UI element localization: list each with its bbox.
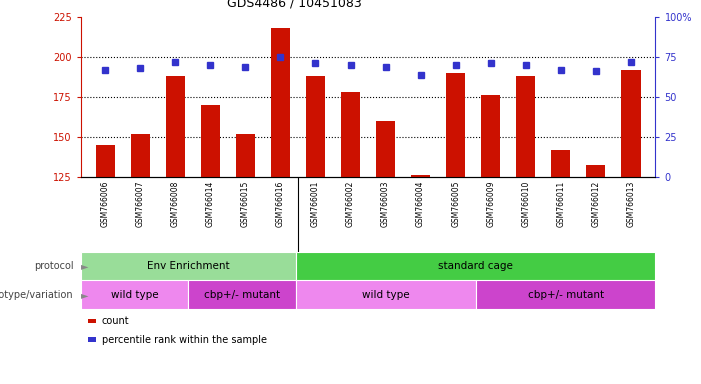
Text: GSM766007: GSM766007	[136, 180, 144, 227]
Text: count: count	[102, 316, 129, 326]
Text: percentile rank within the sample: percentile rank within the sample	[102, 334, 266, 344]
Bar	[306, 76, 325, 177]
Text: GSM766014: GSM766014	[206, 180, 215, 227]
Text: GSM766016: GSM766016	[276, 180, 285, 227]
Bar	[130, 134, 150, 177]
Bar	[586, 166, 606, 177]
Text: protocol: protocol	[34, 261, 74, 271]
Bar	[411, 175, 430, 177]
Text: cbp+/- mutant: cbp+/- mutant	[204, 290, 280, 300]
Text: ►: ►	[81, 290, 88, 300]
Text: GSM766010: GSM766010	[522, 180, 530, 227]
Bar	[376, 121, 395, 177]
Bar	[476, 280, 655, 309]
Text: Env Enrichment: Env Enrichment	[147, 261, 230, 271]
Text: standard cage: standard cage	[438, 261, 513, 271]
Text: GSM766012: GSM766012	[592, 180, 600, 227]
Text: GSM766015: GSM766015	[241, 180, 250, 227]
Text: genotype/variation: genotype/variation	[0, 290, 74, 300]
Bar	[516, 76, 536, 177]
Bar	[200, 105, 220, 177]
Bar	[95, 145, 115, 177]
Text: ►: ►	[81, 261, 88, 271]
Bar	[297, 252, 655, 280]
Bar	[236, 134, 255, 177]
Bar	[481, 95, 501, 177]
Bar	[81, 252, 297, 280]
Bar	[621, 70, 641, 177]
Text: cbp+/- mutant: cbp+/- mutant	[528, 290, 604, 300]
Bar	[189, 280, 297, 309]
Bar	[81, 280, 189, 309]
Text: GSM766005: GSM766005	[451, 180, 460, 227]
Text: wild type: wild type	[362, 290, 410, 300]
Bar	[446, 73, 465, 177]
Text: GSM766004: GSM766004	[416, 180, 425, 227]
Bar	[551, 149, 571, 177]
Text: GSM766003: GSM766003	[381, 180, 390, 227]
Text: GSM766009: GSM766009	[486, 180, 495, 227]
Text: GDS4486 / 10451083: GDS4486 / 10451083	[227, 0, 362, 10]
Bar	[341, 92, 360, 177]
Bar	[271, 28, 290, 177]
Text: GSM766008: GSM766008	[171, 180, 179, 227]
Bar	[297, 280, 476, 309]
Text: GSM766006: GSM766006	[101, 180, 109, 227]
Text: GSM766011: GSM766011	[557, 180, 565, 227]
Text: GSM766013: GSM766013	[627, 180, 635, 227]
Text: wild type: wild type	[111, 290, 158, 300]
Text: GSM766001: GSM766001	[311, 180, 320, 227]
Text: GSM766002: GSM766002	[346, 180, 355, 227]
Bar	[165, 76, 185, 177]
